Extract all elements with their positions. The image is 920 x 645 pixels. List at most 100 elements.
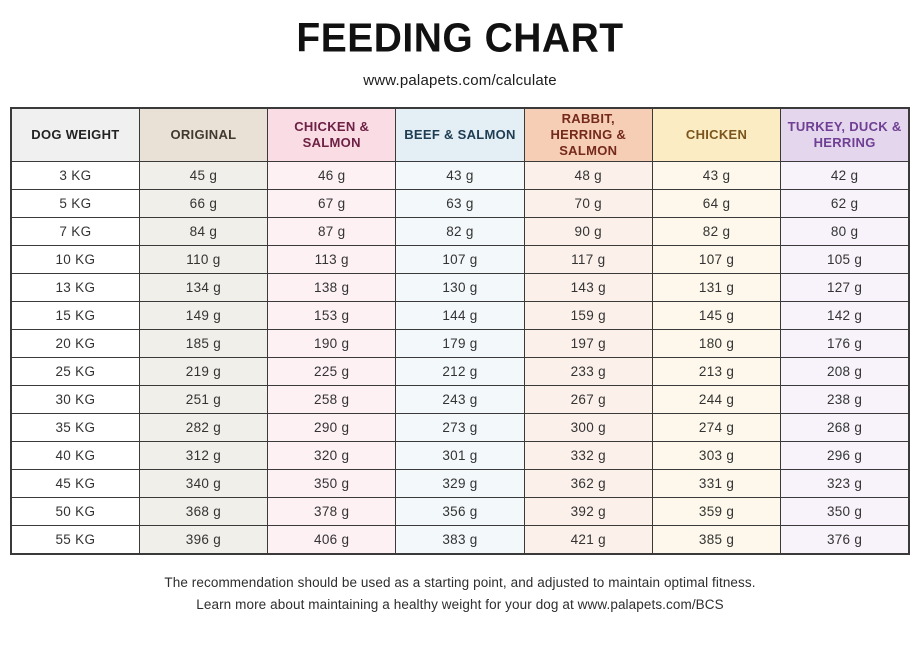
weight-cell: 13 KG xyxy=(10,272,140,302)
feeding-value-cell: 243 g xyxy=(395,384,525,414)
feeding-value-cell: 145 g xyxy=(651,300,782,330)
column-header-recipe: BEEF & SALMON xyxy=(395,107,525,162)
weight-cell: 5 KG xyxy=(10,188,140,218)
feeding-value-cell: 251 g xyxy=(138,384,269,414)
feeding-value-cell: 46 g xyxy=(267,160,397,190)
feeding-table: DOG WEIGHT ORIGINAL CHICKEN & SALMON BEEF &… xyxy=(10,106,910,555)
column-header-recipe: TURKEY, DUCK & HERRING xyxy=(780,107,910,162)
feeding-value-cell: 376 g xyxy=(780,524,910,555)
table-row: 13 KG 134 g 138 g 130 g 143 g 131 g 127 g xyxy=(10,272,910,302)
weight-cell: 3 KG xyxy=(10,160,140,190)
feeding-value-cell: 233 g xyxy=(523,356,653,386)
feeding-value-cell: 153 g xyxy=(267,300,397,330)
feeding-value-cell: 130 g xyxy=(395,272,525,302)
feeding-value-cell: 197 g xyxy=(523,328,653,358)
table-row: 10 KG 110 g 113 g 107 g 117 g 107 g 105 g xyxy=(10,244,910,274)
feeding-value-cell: 244 g xyxy=(651,384,782,414)
weight-cell: 45 KG xyxy=(10,468,140,498)
feeding-value-cell: 290 g xyxy=(267,412,397,442)
feeding-value-cell: 45 g xyxy=(138,160,269,190)
feeding-value-cell: 105 g xyxy=(780,244,910,274)
column-header-recipe: CHICKEN & SALMON xyxy=(267,107,397,162)
table-row: 7 KG 84 g 87 g 82 g 90 g 82 g 80 g xyxy=(10,216,910,246)
feeding-value-cell: 274 g xyxy=(651,412,782,442)
feeding-value-cell: 258 g xyxy=(267,384,397,414)
calculator-url: www.palapets.com/calculate xyxy=(363,71,557,89)
footer-note: The recommendation should be used as a s… xyxy=(0,572,920,617)
feeding-value-cell: 296 g xyxy=(780,440,910,470)
feeding-value-cell: 127 g xyxy=(780,272,910,302)
feeding-value-cell: 107 g xyxy=(651,244,782,274)
table-row: 5 KG 66 g 67 g 63 g 70 g 64 g 62 g xyxy=(10,188,910,218)
feeding-value-cell: 303 g xyxy=(651,440,782,470)
weight-cell: 7 KG xyxy=(10,216,140,246)
feeding-value-cell: 208 g xyxy=(780,356,910,386)
table-row: 55 KG 396 g 406 g 383 g 421 g 385 g 376 g xyxy=(10,524,910,555)
column-header-dog-weight: DOG WEIGHT xyxy=(10,107,140,162)
feeding-value-cell: 138 g xyxy=(267,272,397,302)
weight-cell: 55 KG xyxy=(10,524,140,555)
feeding-value-cell: 149 g xyxy=(138,300,269,330)
feeding-value-cell: 282 g xyxy=(138,412,269,442)
table-row: 40 KG 312 g 320 g 301 g 332 g 303 g 296 g xyxy=(10,440,910,470)
feeding-value-cell: 385 g xyxy=(651,524,782,555)
feeding-value-cell: 312 g xyxy=(138,440,269,470)
table-row: 30 KG 251 g 258 g 243 g 267 g 244 g 238 g xyxy=(10,384,910,414)
weight-cell: 10 KG xyxy=(10,244,140,274)
feeding-value-cell: 340 g xyxy=(138,468,269,498)
feeding-value-cell: 131 g xyxy=(651,272,782,302)
feeding-value-cell: 190 g xyxy=(267,328,397,358)
feeding-value-cell: 159 g xyxy=(523,300,653,330)
feeding-value-cell: 273 g xyxy=(395,412,525,442)
feeding-table-head: DOG WEIGHT ORIGINAL CHICKEN & SALMON BEEF &… xyxy=(10,107,910,162)
feeding-value-cell: 63 g xyxy=(395,188,525,218)
footer-line-1: The recommendation should be used as a s… xyxy=(164,574,756,590)
feeding-value-cell: 134 g xyxy=(138,272,269,302)
feeding-value-cell: 43 g xyxy=(651,160,782,190)
feeding-value-cell: 320 g xyxy=(267,440,397,470)
page-title: FEEDING CHART xyxy=(296,16,624,61)
feeding-value-cell: 87 g xyxy=(267,216,397,246)
feeding-value-cell: 42 g xyxy=(780,160,910,190)
feeding-value-cell: 323 g xyxy=(780,468,910,498)
feeding-value-cell: 82 g xyxy=(395,216,525,246)
feeding-value-cell: 300 g xyxy=(523,412,653,442)
feeding-value-cell: 82 g xyxy=(651,216,782,246)
feeding-value-cell: 64 g xyxy=(651,188,782,218)
feeding-value-cell: 219 g xyxy=(138,356,269,386)
table-row: 3 KG 45 g 46 g 43 g 48 g 43 g 42 g xyxy=(10,160,910,190)
footer-line-2: Learn more about maintaining a healthy w… xyxy=(196,597,724,613)
header-row: DOG WEIGHT ORIGINAL CHICKEN & SALMON BEEF &… xyxy=(10,107,910,162)
feeding-value-cell: 62 g xyxy=(780,188,910,218)
column-header-recipe: ORIGINAL xyxy=(138,107,269,162)
weight-cell: 50 KG xyxy=(10,496,140,526)
weight-cell: 25 KG xyxy=(10,356,140,386)
table-row: 50 KG 368 g 378 g 356 g 392 g 359 g 350 g xyxy=(10,496,910,526)
feeding-value-cell: 113 g xyxy=(267,244,397,274)
feeding-value-cell: 268 g xyxy=(780,412,910,442)
feeding-value-cell: 80 g xyxy=(780,216,910,246)
feeding-value-cell: 66 g xyxy=(138,188,269,218)
column-header-recipe: RABBIT, HERRING & SALMON xyxy=(523,107,653,162)
feeding-value-cell: 117 g xyxy=(523,244,653,274)
table-row: 35 KG 282 g 290 g 273 g 300 g 274 g 268 g xyxy=(10,412,910,442)
feeding-value-cell: 392 g xyxy=(523,496,653,526)
table-row: 45 KG 340 g 350 g 329 g 362 g 331 g 323 g xyxy=(10,468,910,498)
feeding-value-cell: 176 g xyxy=(780,328,910,358)
feeding-value-cell: 143 g xyxy=(523,272,653,302)
feeding-value-cell: 383 g xyxy=(395,524,525,555)
feeding-value-cell: 179 g xyxy=(395,328,525,358)
table-row: 15 KG 149 g 153 g 144 g 159 g 145 g 142 g xyxy=(10,300,910,330)
feeding-value-cell: 406 g xyxy=(267,524,397,555)
feeding-value-cell: 359 g xyxy=(651,496,782,526)
table-row: 20 KG 185 g 190 g 179 g 197 g 180 g 176 g xyxy=(10,328,910,358)
feeding-value-cell: 350 g xyxy=(267,468,397,498)
feeding-value-cell: 107 g xyxy=(395,244,525,274)
feeding-value-cell: 110 g xyxy=(138,244,269,274)
feeding-value-cell: 144 g xyxy=(395,300,525,330)
feeding-value-cell: 225 g xyxy=(267,356,397,386)
feeding-value-cell: 84 g xyxy=(138,216,269,246)
feeding-value-cell: 212 g xyxy=(395,356,525,386)
